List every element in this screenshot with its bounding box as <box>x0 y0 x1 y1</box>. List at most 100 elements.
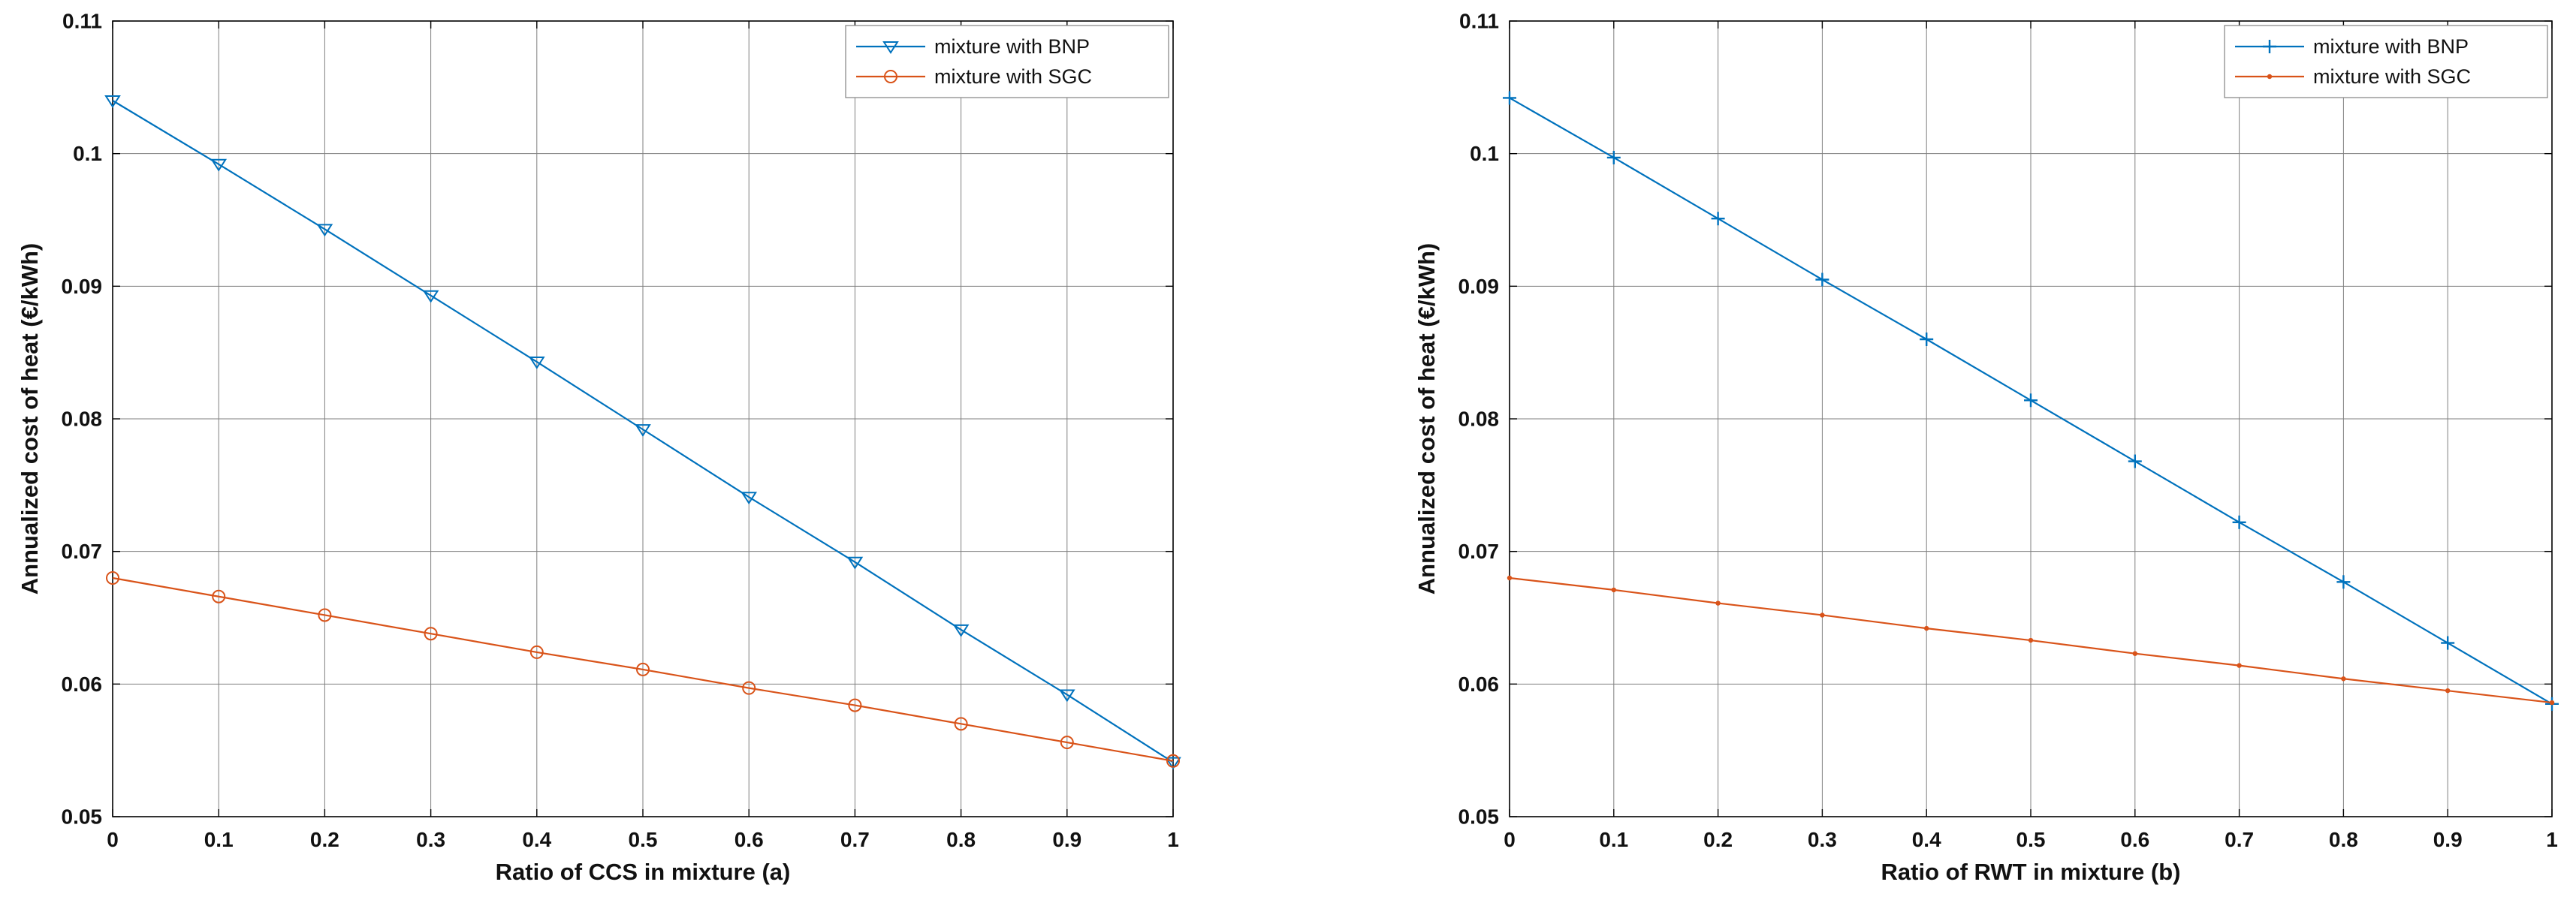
x-tick-labels: 0 0.1 0.2 0.3 0.4 0.5 0.6 0.7 0.8 0.9 1 <box>107 828 1179 851</box>
series-marker <box>104 95 121 108</box>
series-marker <box>424 627 438 641</box>
y-axis-label: Annualized cost of heat (€/kWh) <box>1413 243 1440 594</box>
x-tick-label: 0.9 <box>1052 828 1081 851</box>
series-marker <box>1606 150 1621 164</box>
legend-marker <box>884 70 897 83</box>
y-tick-label: 0.11 <box>62 10 102 33</box>
series-1 <box>1507 575 2555 706</box>
series-marker <box>846 556 864 570</box>
x-tick-label: 0 <box>107 828 119 851</box>
x-tick-label: 0.1 <box>1599 828 1628 851</box>
legend-entry: mixture with BNP <box>2235 35 2469 58</box>
series-marker <box>316 224 333 237</box>
chart-ratio-rwt: 0 0.1 0.2 0.3 0.4 0.5 0.6 0.7 0.8 0.9 1 0.05 0.06 0.0… <box>1288 0 2576 911</box>
x-tick-label: 0.8 <box>2329 828 2358 851</box>
series-marker <box>848 698 862 712</box>
x-tick-label: 0.8 <box>946 828 976 851</box>
x-tick-label: 0.7 <box>2225 828 2254 851</box>
series-marker <box>2336 575 2351 589</box>
legend-entry: mixture with SGC <box>856 65 1092 88</box>
x-tick-label: 1 <box>1167 828 1179 851</box>
series-marker <box>529 645 544 659</box>
y-tick-label: 0.08 <box>62 408 103 431</box>
y-tick-label: 0.11 <box>1459 10 1499 33</box>
x-tick-label: 0.4 <box>1912 828 1941 851</box>
y-axis-label: Annualized cost of heat (€/kWh) <box>17 243 43 594</box>
series-marker <box>2549 700 2555 706</box>
x-tick-labels: 0 0.1 0.2 0.3 0.4 0.5 0.6 0.7 0.8 0.9 1 <box>1504 828 2558 851</box>
legend-label: mixture with SGC <box>934 65 1092 88</box>
series-marker <box>2028 637 2034 643</box>
y-tick-label: 0.09 <box>1458 275 1500 298</box>
x-tick-label: 0.9 <box>2433 828 2463 851</box>
series-marker <box>1058 689 1075 703</box>
series-line <box>112 100 1174 763</box>
x-tick-label: 0.1 <box>204 828 234 851</box>
legend-label: mixture with SGC <box>2313 65 2471 88</box>
legend-marker <box>2263 40 2276 53</box>
series-marker <box>2128 454 2142 468</box>
series-line <box>112 576 1174 762</box>
series-marker <box>2232 515 2246 529</box>
series-marker <box>2341 676 2346 682</box>
x-tick-label: 0.2 <box>310 828 339 851</box>
x-tick-label: 0.3 <box>416 828 445 851</box>
y-tick-labels: 0.05 0.06 0.07 0.08 0.09 0.1 0.11 <box>62 10 103 829</box>
series-marker <box>106 571 119 585</box>
x-tick-label: 0.3 <box>1808 828 1837 851</box>
series-marker <box>742 681 756 695</box>
x-tick-label: 1 <box>2546 828 2558 851</box>
series-marker <box>2237 663 2242 668</box>
legend-box <box>845 25 1169 98</box>
x-tick-label: 0.5 <box>629 828 658 851</box>
legend-box <box>2224 25 2548 98</box>
y-tick-label: 0.07 <box>1458 540 1500 563</box>
y-tick-labels: 0.05 0.06 0.07 0.08 0.09 0.1 0.11 <box>1458 10 1500 829</box>
legend-entry: mixture with SGC <box>2235 65 2471 88</box>
series-marker <box>210 158 228 172</box>
series-marker <box>2024 393 2038 408</box>
y-tick-label: 0.06 <box>62 673 103 696</box>
series-marker <box>1611 587 1616 593</box>
series-1 <box>106 571 1180 768</box>
legend-marker <box>882 41 899 54</box>
x-tick-label: 0.5 <box>2016 828 2046 851</box>
tick-marks <box>112 20 1174 817</box>
series-marker <box>1815 272 1829 287</box>
x-tick-label: 0 <box>1504 828 1516 851</box>
series-marker <box>1820 613 1825 618</box>
series-marker <box>2445 688 2451 694</box>
x-tick-label: 0.4 <box>522 828 551 851</box>
series-marker <box>2441 636 2455 650</box>
x-tick-label: 0.7 <box>840 828 870 851</box>
x-tick-label: 0.6 <box>2120 828 2149 851</box>
series-marker <box>1924 625 1929 631</box>
y-tick-label: 0.06 <box>1458 673 1500 696</box>
x-tick-label: 0.6 <box>734 828 764 851</box>
chart-ratio-ccs: 0 0.1 0.2 0.3 0.4 0.5 0.6 0.7 0.8 0.9 1 0.05 0.06 0.0… <box>0 0 1288 911</box>
series-marker <box>1503 91 1516 105</box>
x-tick-label: 0.2 <box>1703 828 1733 851</box>
series-marker <box>318 608 332 622</box>
series-marker <box>1920 333 1934 346</box>
series-marker <box>954 717 968 731</box>
y-tick-label: 0.1 <box>1470 142 1499 165</box>
series-marker <box>1715 600 1721 606</box>
chart-a-svg: 0 0.1 0.2 0.3 0.4 0.5 0.6 0.7 0.8 0.9 1 0.050.060.0… <box>17 10 1181 885</box>
series-marker <box>212 589 226 603</box>
series-marker <box>1166 754 1180 768</box>
series-marker <box>635 424 651 437</box>
series-marker <box>636 662 650 676</box>
y-tick-label: 0.05 <box>1458 805 1500 829</box>
series-marker <box>1060 736 1074 750</box>
legend-marker <box>2267 74 2273 80</box>
x-axis-label: Ratio of RWT in mixture (b) <box>1881 859 2181 885</box>
series-0 <box>104 95 1181 770</box>
chart-b-svg: 0 0.1 0.2 0.3 0.4 0.5 0.6 0.7 0.8 0.9 1 0.05 0.06 0.0… <box>1413 10 2559 885</box>
legend-entry: mixture with BNP <box>856 35 1090 58</box>
series-marker <box>1507 575 1513 581</box>
series-marker <box>2132 651 2137 656</box>
legend: mixture with BNP mixture with SGC <box>845 25 1169 98</box>
series-marker <box>528 357 545 369</box>
legend-label: mixture with BNP <box>2313 35 2469 58</box>
